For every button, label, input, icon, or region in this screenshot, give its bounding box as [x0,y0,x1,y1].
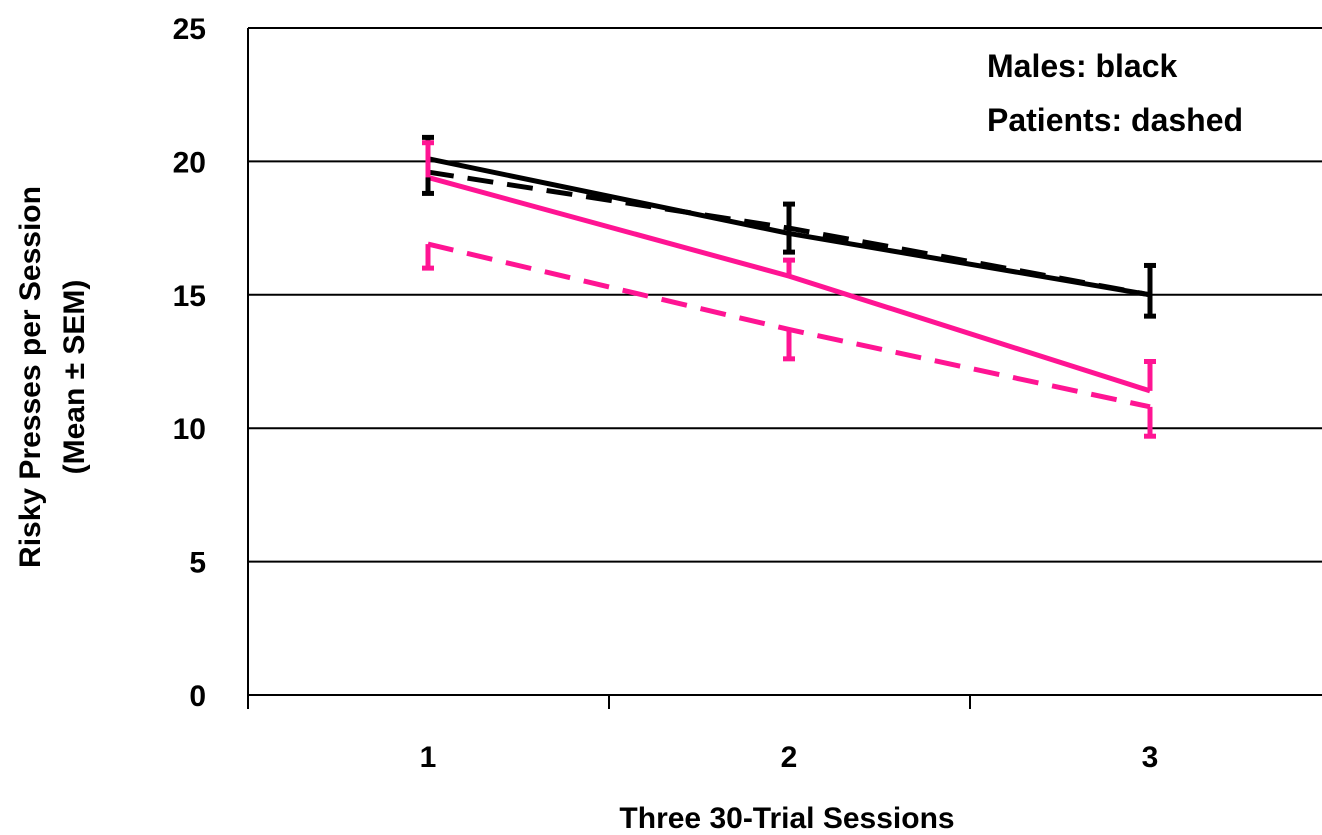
axes [247,28,1322,709]
legend-line-males: Males: black [987,48,1178,84]
y-tick-label-20: 20 [173,146,206,179]
error-bars [422,134,1156,439]
x-tick-label-1: 1 [420,741,437,774]
x-tick-label-3: 3 [1142,741,1159,774]
legend-line-patients: Patients: dashed [987,102,1243,138]
y-tick-label-15: 15 [173,280,206,313]
y-axis-title-line-1: Risky Presses per Session [14,186,47,568]
tick-labels: 0 5 10 15 20 25 1 2 3 [173,13,1159,774]
x-tick-label-2: 2 [781,741,798,774]
x-axis-title: Three 30-Trial Sessions [619,802,954,835]
series-group [427,156,1151,410]
y-tick-label-10: 10 [173,413,206,446]
y-tick-label-5: 5 [189,547,206,580]
y-axis-title-line-2: (Mean ± SEM) [58,280,91,475]
y-tick-label-25: 25 [173,13,206,46]
y-tick-label-0: 0 [189,680,206,713]
